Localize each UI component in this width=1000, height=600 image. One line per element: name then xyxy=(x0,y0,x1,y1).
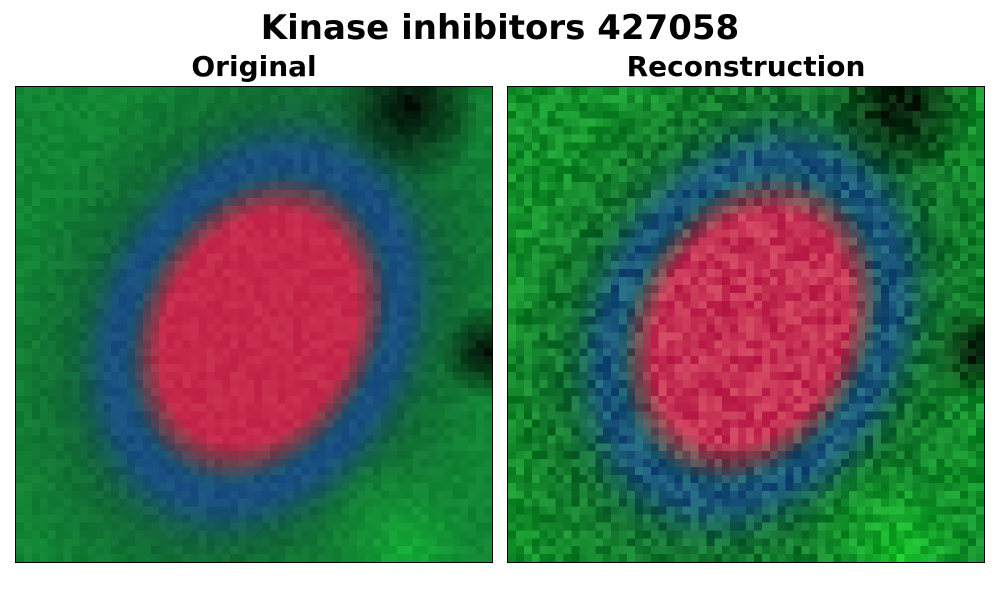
original-image-panel xyxy=(15,86,493,563)
figure-title: Kinase inhibitors 427058 xyxy=(260,8,740,48)
original-microscopy-image xyxy=(16,87,492,562)
original-panel-title: Original xyxy=(191,50,317,83)
reconstruction-image-panel xyxy=(507,86,985,563)
reconstruction-panel-title: Reconstruction xyxy=(626,50,866,83)
reconstruction-microscopy-image xyxy=(508,87,984,562)
